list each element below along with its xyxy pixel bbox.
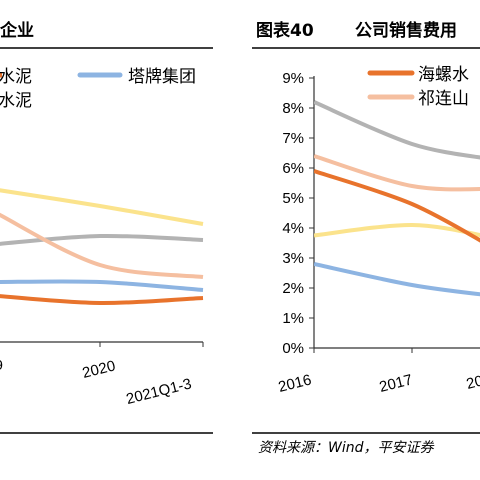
left-plot-area: [0, 188, 204, 306]
left-panel: 企业 9 2020 2021Q1-3 水泥 塔牌集团 水泥: [0, 20, 213, 434]
left-series-line: [0, 212, 204, 279]
left-x-tick-label: 9: [0, 357, 3, 374]
left-series-line: [0, 233, 204, 246]
right-plot-area: [314, 100, 480, 297]
right-y-tick-label: 4%: [282, 220, 304, 237]
right-series-line: [314, 100, 480, 160]
right-series-line: [314, 154, 480, 192]
legend-label: 水泥: [0, 91, 32, 111]
right-x-tick-label: 20: [465, 372, 480, 393]
right-y-tick-label: 9%: [282, 70, 304, 87]
left-series-line: [0, 188, 204, 226]
right-y-tick-label: 1%: [282, 310, 304, 327]
right-y-tick-label: 2%: [282, 280, 304, 297]
left-series-line: [0, 279, 204, 292]
right-figure-label: 图表40: [256, 20, 314, 41]
right-y-tick-label: 7%: [282, 130, 304, 147]
right-x-tick-label: 2017: [378, 371, 414, 396]
right-series-line: [314, 169, 480, 243]
legend-label: 海螺水: [418, 65, 469, 85]
left-x-tick-label: 2021Q1-3: [124, 375, 193, 408]
legend-label: 水泥: [0, 67, 32, 87]
right-y-tick-label: 3%: [282, 250, 304, 267]
source-note: 资料来源：Wind，平安证券: [258, 440, 434, 456]
right-y-tick-label: 5%: [282, 190, 304, 207]
right-y-tick-label: 6%: [282, 160, 304, 177]
legend-label: 祁连山: [418, 89, 469, 109]
right-y-tick-label: 8%: [282, 100, 304, 117]
legend-label: 塔牌集团: [128, 67, 196, 87]
right-series-line: [314, 262, 480, 297]
right-y-tick-label: 0%: [282, 340, 304, 357]
right-panel: 图表40 公司销售费用 0% 1% 2% 3% 4% 5% 6% 7% 8% 9% 2016 20…: [252, 20, 480, 456]
right-legend-bg: [352, 60, 480, 110]
right-title: 公司销售费用: [355, 20, 457, 41]
left-x-tick-label: 2020: [81, 357, 117, 382]
right-axes: 0% 1% 2% 3% 4% 5% 6% 7% 8% 9%: [282, 70, 480, 357]
left-title: 企业: [0, 20, 34, 41]
left-series-line: [0, 294, 204, 306]
right-x-tick-label: 2016: [277, 371, 313, 396]
